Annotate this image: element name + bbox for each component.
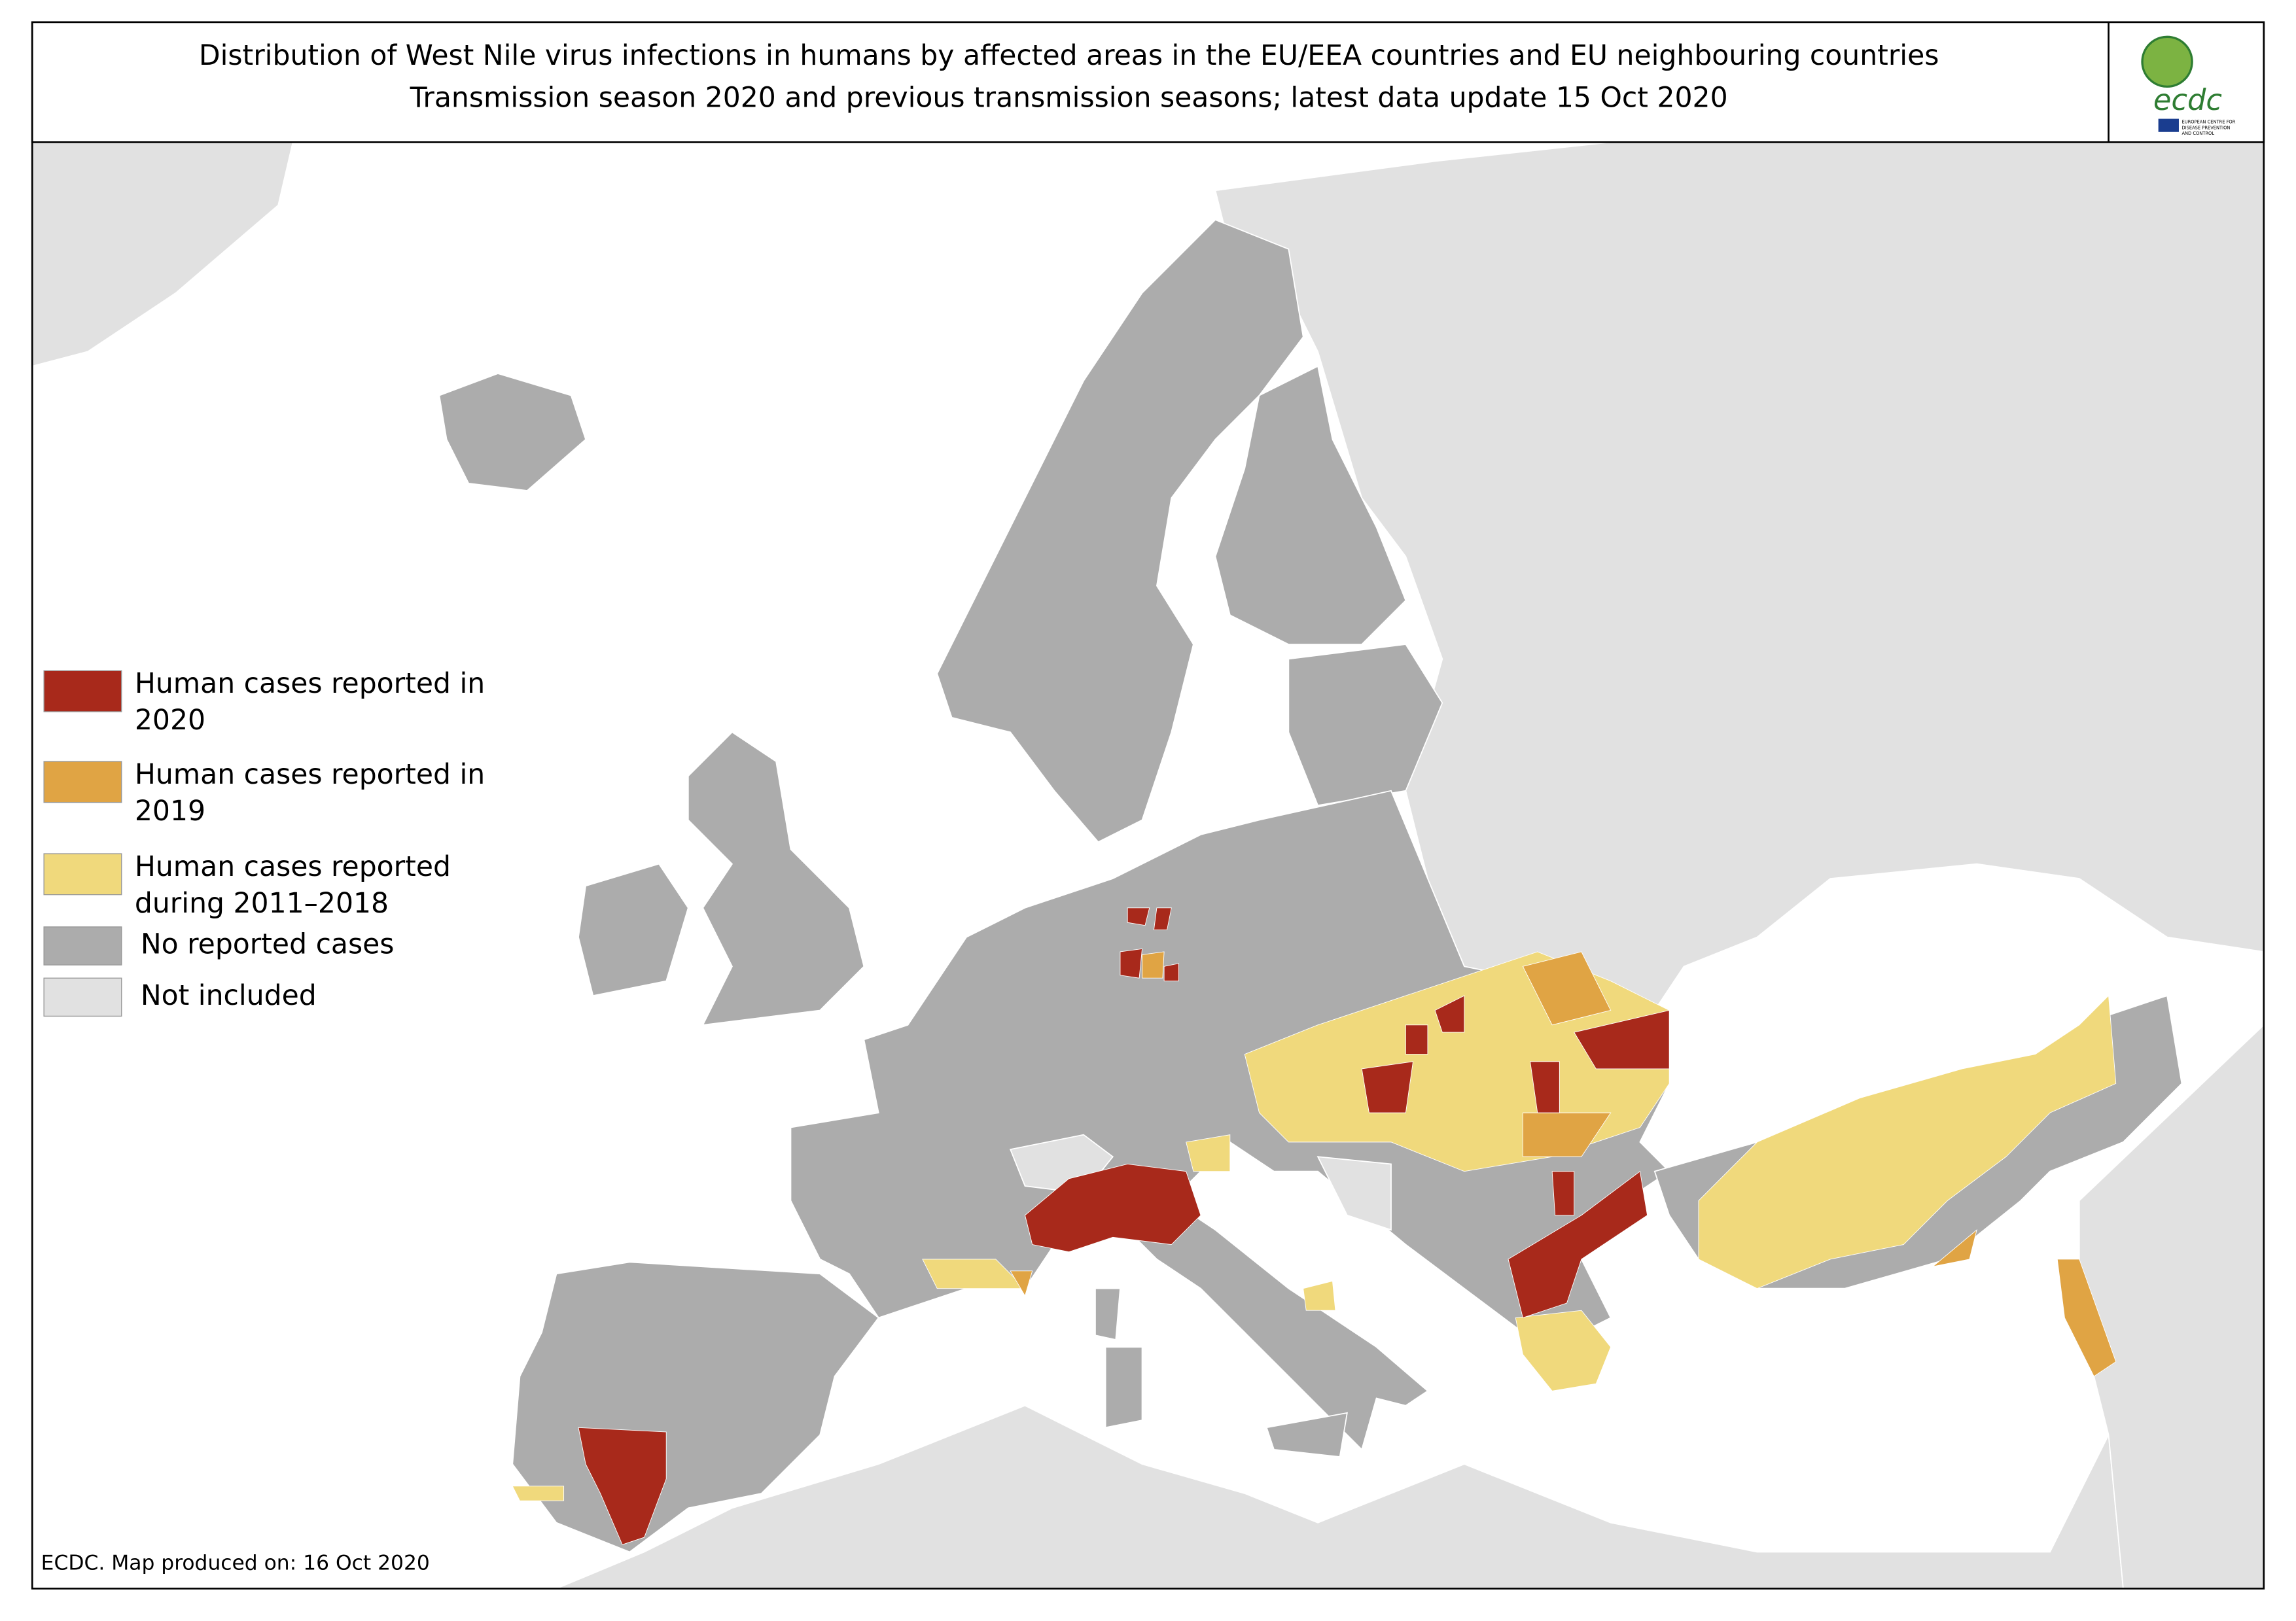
legend-swatch	[43, 853, 122, 896]
area-2019	[1522, 1112, 1612, 1157]
legend-label: Not included	[141, 980, 317, 1012]
area-2011-2018	[1303, 1280, 1336, 1311]
africa	[556, 1404, 2124, 1590]
area-2011-2018	[1698, 995, 2117, 1289]
area-2011-2018	[512, 1486, 565, 1501]
title: Distribution of West Nile virus infectio…	[199, 40, 1939, 72]
legend-label: Human cases reported in	[135, 668, 485, 700]
legend: Human cases reported in 2020 Human cases r…	[43, 668, 485, 1017]
great-britain	[687, 731, 865, 1026]
legend-swatch	[43, 977, 122, 1017]
footer: ECDC. Map produced on: 16 Oct 2020	[41, 1551, 430, 1575]
bosnia	[1316, 1156, 1392, 1231]
logo-subtitle: DISEASE PREVENTION	[2181, 125, 2230, 130]
logo-subtitle: AND CONTROL	[2181, 131, 2214, 136]
ireland	[578, 863, 689, 997]
area-2020	[1530, 1061, 1560, 1113]
area-2020	[1163, 963, 1179, 982]
finland	[1214, 365, 1407, 645]
italy	[1112, 1200, 1429, 1451]
title-box	[31, 21, 2265, 143]
scandinavia	[936, 218, 1304, 843]
logo-text: ecdc	[2153, 82, 2222, 117]
area-2019	[2057, 1259, 2117, 1377]
area-2019	[1932, 1229, 1977, 1267]
legend-label: No reported cases	[141, 929, 395, 961]
area-2020	[1551, 1171, 1575, 1216]
legend-label: during 2011–2018	[135, 888, 389, 920]
legend-label: Human cases reported	[135, 851, 451, 883]
area-2020	[1508, 1170, 1648, 1319]
map	[31, 141, 2265, 1590]
sardinia	[1104, 1346, 1143, 1429]
logo: ecdc EUROPEAN CENTRE FOR DISEASE PREVENT…	[2141, 35, 2236, 136]
area-2020	[1574, 1009, 1670, 1070]
area-2020	[1434, 995, 1465, 1033]
legend-swatch	[43, 670, 122, 712]
legend-label: Human cases reported in	[135, 759, 485, 791]
area-2019	[1522, 951, 1612, 1026]
eu-flag	[2158, 118, 2179, 132]
area-2019	[1142, 951, 1165, 979]
area-2011-2018	[1186, 1134, 1231, 1172]
area-2020	[1127, 907, 1150, 926]
legend-swatch	[43, 761, 122, 803]
baltics	[1288, 644, 1443, 807]
area-2020	[1405, 1024, 1428, 1055]
corsica	[1095, 1287, 1121, 1341]
legend-swatch	[43, 926, 122, 966]
iceland	[438, 373, 587, 491]
area-2020	[1120, 948, 1143, 979]
area-2020	[1025, 1163, 1201, 1253]
sicily	[1265, 1412, 1348, 1458]
area-2020	[1153, 907, 1172, 930]
area-2020	[1361, 1061, 1414, 1113]
legend-label: 2020	[135, 705, 205, 737]
area-2020	[578, 1427, 667, 1545]
continental-europe	[790, 790, 1670, 1348]
subtitle: Transmission season 2020 and previous tr…	[410, 82, 1728, 114]
legend-label: 2019	[135, 795, 205, 828]
area-2019	[1010, 1270, 1033, 1297]
area-2011-2018	[1515, 1310, 1612, 1391]
logo-subtitle: EUROPEAN CENTRE FOR	[2181, 119, 2235, 124]
black-sea	[1669, 886, 2109, 1128]
logo-globe	[2141, 35, 2193, 88]
